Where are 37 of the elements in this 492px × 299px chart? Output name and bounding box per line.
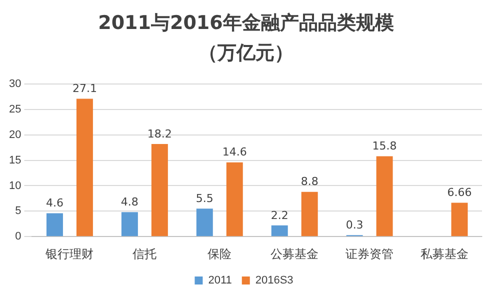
bar [451,202,468,236]
data-label: 2.2 [270,208,288,222]
y-tick-label: 5 [15,205,22,218]
chart-title: 2011与2016年金融产品品类规模（万亿元） [97,11,395,66]
bar [301,192,318,236]
y-tick-label: 30 [8,78,22,90]
y-tick-label: 10 [8,180,22,192]
legend-label: 2011 [208,274,232,287]
bar [76,98,93,236]
bar [151,144,168,236]
data-label: 27.1 [72,82,97,96]
x-tick-label: 信托 [132,247,157,262]
data-label: 5.5 [196,192,214,205]
bar [196,208,213,236]
legend-label: 2016S3 [255,274,294,287]
x-tick-label: 私募基金 [420,247,469,262]
data-label: 15.8 [372,140,397,153]
data-label: 18.2 [147,127,172,140]
y-tick-label: 25 [8,103,22,116]
bar [46,213,63,236]
bar [376,156,393,236]
bar [271,225,288,236]
data-label: 4.6 [46,196,64,210]
data-label: 0.3 [346,218,364,232]
x-tick-label: 银行理财 [44,247,94,262]
data-label: 4.8 [120,196,138,209]
x-tick-label: 保险 [208,247,232,262]
x-tick-label: 证券资管 [346,247,394,262]
bar [121,212,138,236]
data-label: 6.66 [447,186,472,200]
x-tick-label: 公募基金 [270,247,319,262]
data-label: 8.8 [300,175,318,188]
data-label: 14.6 [222,146,247,159]
y-tick-label: 15 [8,154,22,166]
y-tick-label: 0 [15,230,22,243]
bar [226,162,243,236]
y-tick-label: 20 [8,128,22,141]
